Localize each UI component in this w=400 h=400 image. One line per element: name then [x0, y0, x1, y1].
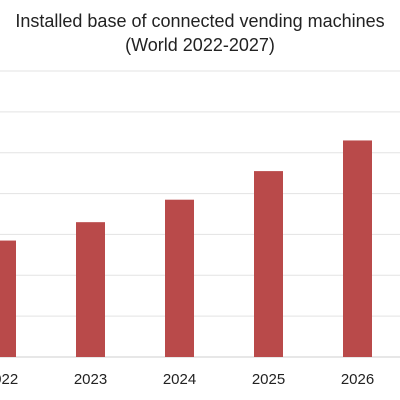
x-tick-label: 2026	[341, 371, 374, 388]
bar-2022	[0, 240, 16, 357]
bar-2023	[76, 222, 105, 357]
x-tick-label: 2023	[74, 371, 107, 388]
bars	[0, 140, 372, 357]
x-tick-label: 2025	[252, 371, 285, 388]
gridlines	[0, 70, 400, 358]
chart-subtitle: (World 2022-2027)	[125, 35, 275, 55]
x-tick-label: 2022	[0, 371, 18, 388]
chart-title: Installed base of connected vending mach…	[15, 11, 384, 31]
x-tick-labels: 2022 2023 2024 2025 2026	[0, 371, 374, 388]
x-tick-label: 2024	[163, 371, 196, 388]
bar-2026	[343, 140, 372, 357]
bar-2024	[165, 199, 194, 357]
bar-2025	[254, 171, 283, 357]
